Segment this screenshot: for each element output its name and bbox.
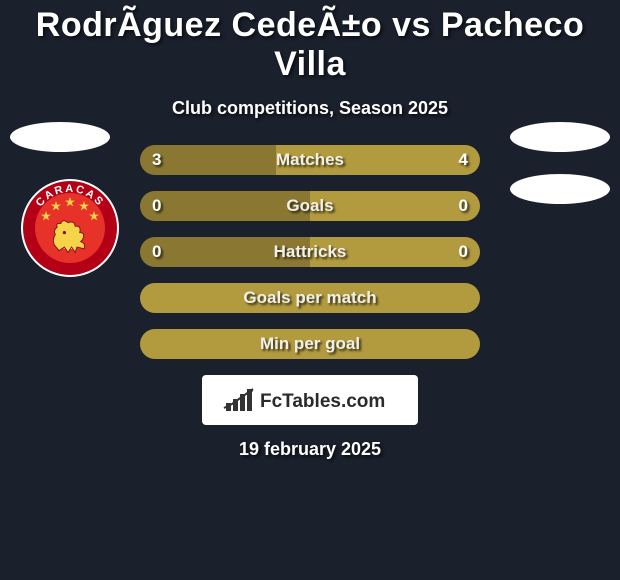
stat-row: 00Hattricks [140, 237, 480, 267]
stat-bar-right [276, 145, 480, 175]
stat-row: 00Goals [140, 191, 480, 221]
stat-row: 34Matches [140, 145, 480, 175]
brand-box[interactable]: FcTables.com [202, 375, 418, 425]
stat-row: Goals per match [140, 283, 480, 313]
stat-bar-left [140, 191, 310, 221]
brand-text: FcTables.com [260, 391, 385, 412]
subtitle: Club competitions, Season 2025 [0, 98, 620, 119]
stat-row: Min per goal [140, 329, 480, 359]
stat-bar-full [140, 283, 480, 313]
brand-logo-icon: FcTables.com [220, 385, 400, 415]
comparison-bars: 34Matches 00Goals 00Hattricks Goals per mat… [140, 145, 480, 359]
stat-bar-right [310, 191, 480, 221]
date-text: 19 february 2025 [0, 439, 620, 460]
stat-bar-full [140, 329, 480, 359]
page-title: RodrÃ­guez CedeÃ±o vs Pacheco Villa [0, 0, 620, 84]
stat-bar-left [140, 145, 276, 175]
stat-bar-right [310, 237, 480, 267]
stat-bar-left [140, 237, 310, 267]
